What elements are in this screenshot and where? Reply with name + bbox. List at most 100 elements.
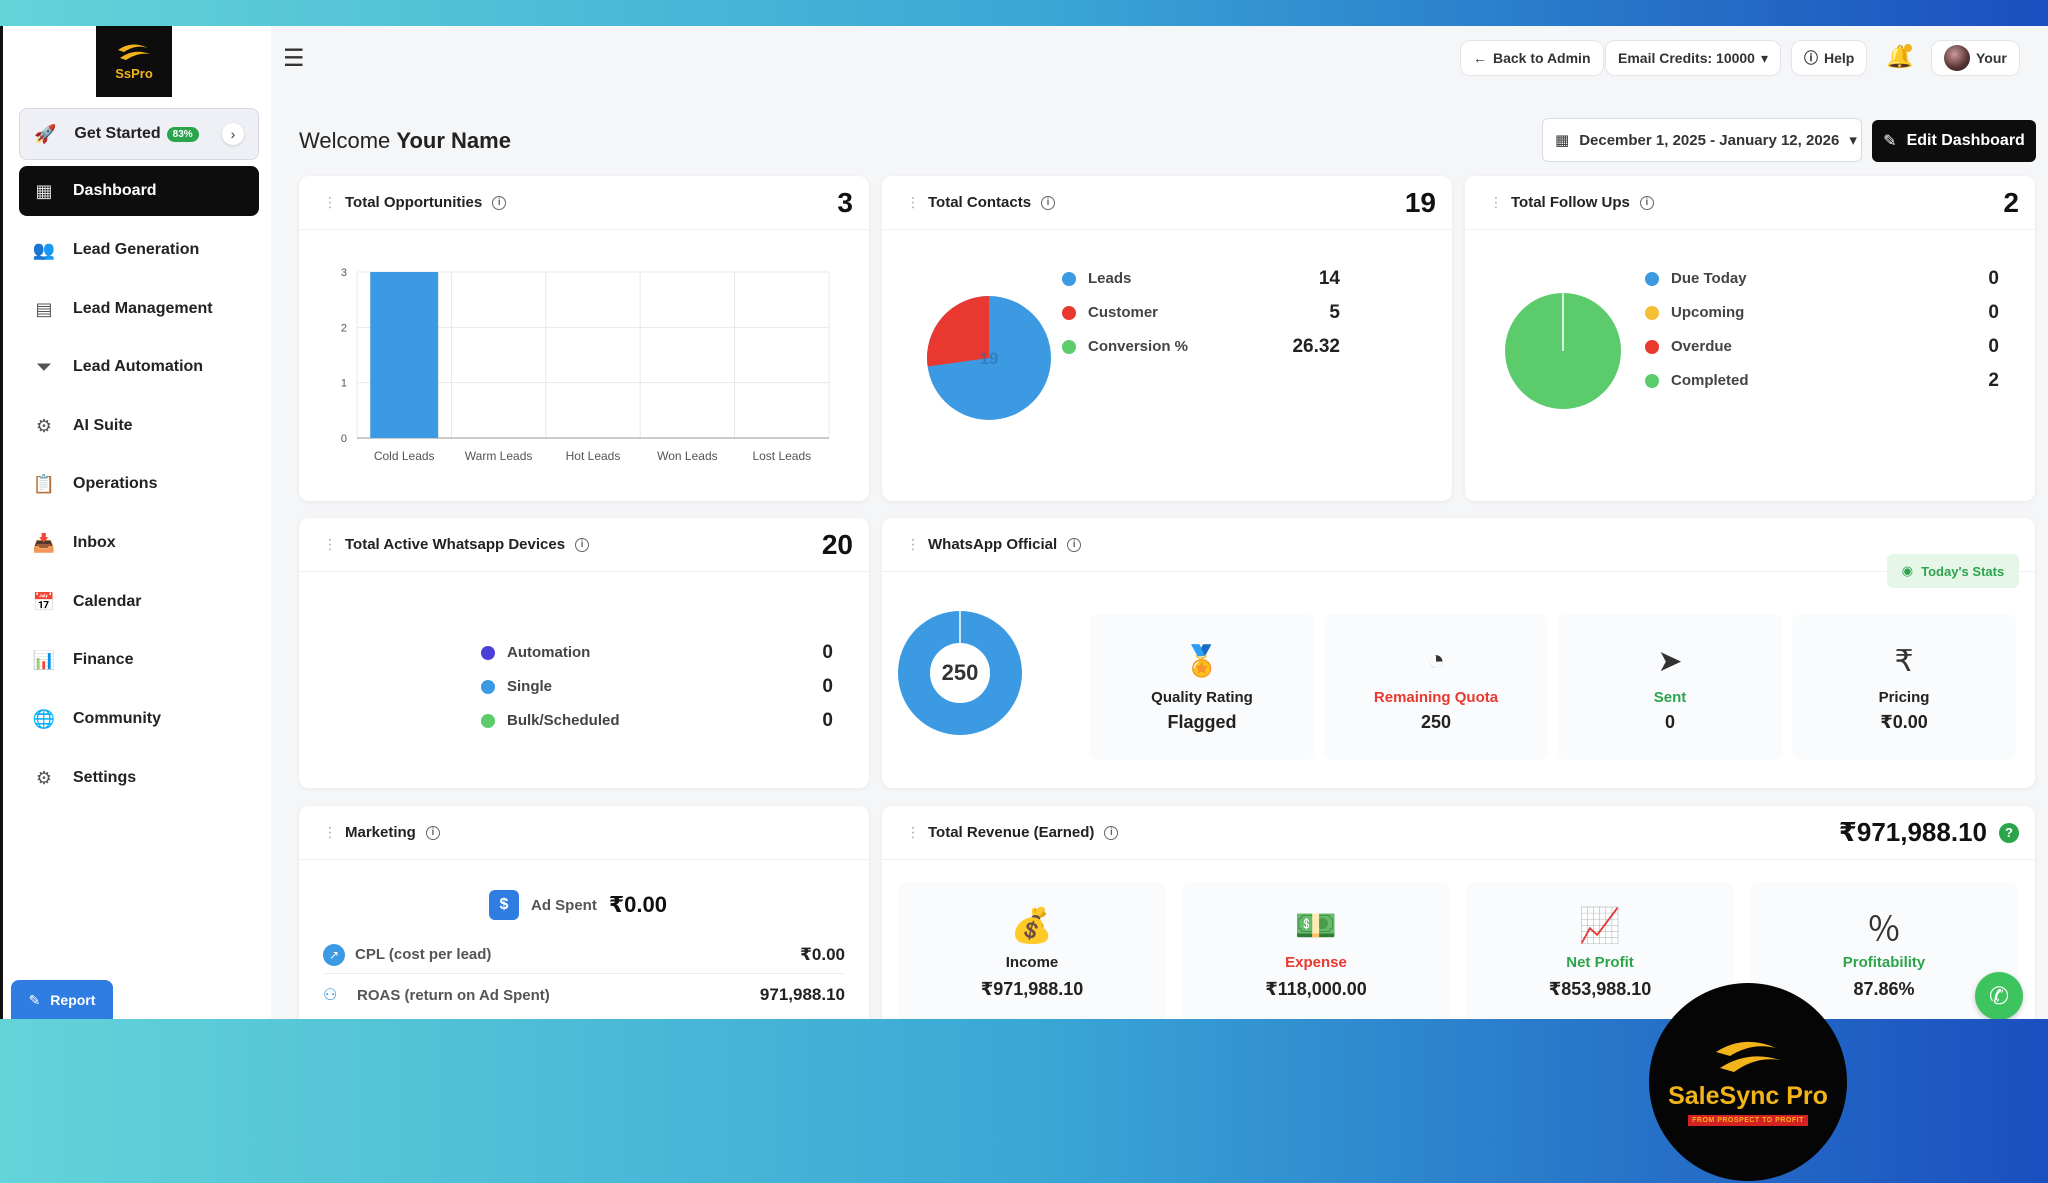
legend-label: Overdue	[1671, 338, 1732, 355]
revenue-total: ₹971,988.10	[1838, 817, 1987, 847]
sidebar-item-inbox[interactable]: 📥 Inbox	[19, 518, 259, 568]
brand-logo: SaleSync Pro FROM PROSPECT TO PROFIT	[1649, 983, 1847, 1181]
legend-label: Customer	[1088, 304, 1159, 321]
stat-label: Profitability	[1842, 954, 1926, 971]
question-icon: ⓘ	[1804, 50, 1818, 66]
sidebar-item-calendar[interactable]: 📅 Calendar	[19, 577, 259, 627]
drag-handle-icon[interactable]: ⋮	[906, 194, 920, 210]
info-icon[interactable]: i	[1104, 825, 1119, 840]
stat-value: ₹118,000.00	[1265, 979, 1367, 999]
opportunities-card: ⋮ Total Opportunities i 3 0 1 2 3 Cold Leads…	[299, 176, 869, 501]
sidebar-item-lead-automation[interactable]: ⏷ Lead Automation	[19, 342, 259, 392]
legend-label: Bulk/Scheduled	[507, 712, 620, 729]
logo-text: SsPro	[115, 66, 153, 81]
cpl-value: ₹0.00	[800, 944, 845, 964]
cpl-label: CPL (cost per lead)	[355, 946, 492, 963]
caret-down-icon: ▾	[1760, 49, 1768, 66]
drag-handle-icon[interactable]: ⋮	[906, 824, 920, 840]
get-started-button[interactable]: 🚀 Get Started 83% ›	[19, 108, 259, 160]
back-to-admin-button[interactable]: ← Back to Admin	[1460, 40, 1604, 76]
legend-dot	[1062, 339, 1076, 354]
inbox-icon: 📥	[32, 532, 56, 553]
help-icon[interactable]: ?	[1999, 822, 2019, 843]
drag-handle-icon[interactable]: ⋮	[323, 536, 337, 552]
stat-label: Income	[1005, 954, 1059, 971]
rocket-icon: 🚀	[34, 123, 57, 144]
info-icon[interactable]: i	[492, 195, 507, 210]
gear-icon: ⚙	[35, 767, 53, 788]
percent-arrow-icon: ％	[1867, 910, 1901, 949]
hamburger-menu-icon[interactable]: ☰	[283, 45, 305, 72]
help-label: Help	[1824, 50, 1855, 66]
user-menu-button[interactable]: Your	[1931, 40, 2020, 76]
legend-dot	[481, 645, 495, 660]
card-title: Marketing	[345, 824, 416, 841]
card-count: 19	[1404, 186, 1436, 218]
award-icon: 🏅	[1183, 644, 1221, 678]
help-button[interactable]: ⓘ Help	[1791, 40, 1868, 76]
sidebar-item-operations[interactable]: 📋 Operations	[19, 459, 259, 509]
edit-dashboard-button[interactable]: ✎ Edit Dashboard	[1872, 120, 2036, 162]
whatsapp-chat-button[interactable]: ✆	[1975, 972, 2023, 1019]
brand-swoosh-icon	[1716, 1041, 1780, 1072]
legend-label: Completed	[1671, 372, 1749, 389]
report-label: Report	[50, 992, 96, 1008]
users-icon: 👥	[32, 239, 56, 260]
get-started-label: Get Started	[74, 125, 161, 142]
app-window: SsPro 🚀 Get Started 83% › ▦ Dashboard 👥 …	[0, 26, 2048, 1019]
app-logo[interactable]: SsPro	[96, 26, 172, 97]
todays-stats-button[interactable]: ◉ Today's Stats	[1887, 554, 2019, 588]
drag-handle-icon[interactable]: ⋮	[323, 194, 337, 210]
legend-value: 0	[822, 676, 833, 697]
sidebar-item-finance[interactable]: 📊 Finance	[19, 635, 259, 685]
info-icon[interactable]: i	[425, 825, 440, 840]
info-icon[interactable]: i	[1041, 195, 1056, 210]
info-icon[interactable]: i	[1639, 195, 1654, 210]
legend-dot	[1062, 271, 1076, 286]
chevron-right-icon[interactable]: ›	[222, 123, 244, 145]
x-tick-label: Cold Leads	[374, 449, 435, 463]
legend-label: Due Today	[1671, 270, 1747, 287]
drag-handle-icon[interactable]: ⋮	[906, 536, 920, 552]
sidebar-item-label: Community	[73, 710, 161, 727]
drag-handle-icon[interactable]: ⋮	[1489, 194, 1503, 210]
marketing-card: ⋮ Marketing i $ Ad Spent ₹0.00 ↗ CPL (co…	[299, 806, 869, 1019]
card-count: 2	[2003, 186, 2019, 218]
sidebar-item-settings[interactable]: ⚙ Settings	[19, 753, 259, 803]
date-range-picker[interactable]: ▦ December 1, 2025 - January 12, 2026 ▾	[1542, 118, 1862, 162]
income-stat: 💰 Income ₹971,988.10	[898, 882, 1166, 1019]
sidebar-item-lead-management[interactable]: ▤ Lead Management	[19, 284, 259, 334]
legend-item: Due Today	[1645, 270, 1747, 287]
legend-item: Single	[481, 678, 552, 695]
dashboard-icon: ▦	[35, 180, 53, 201]
sent-stat: ➤ Sent 0	[1558, 614, 1782, 760]
email-credits-dropdown[interactable]: Email Credits: 10000 ▾	[1605, 40, 1781, 76]
legend-value: 0	[1988, 302, 1999, 323]
sidebar-item-label: Lead Automation	[73, 358, 204, 375]
sidebar-item-ai-suite[interactable]: ⚙ AI Suite	[19, 401, 259, 451]
ad-spent-value: ₹0.00	[608, 892, 667, 917]
brand-tagline: FROM PROSPECT TO PROFIT	[1688, 1115, 1808, 1126]
stat-value: ₹0.00	[1880, 712, 1928, 732]
legend-label: Conversion %	[1088, 338, 1189, 355]
sidebar-item-lead-generation[interactable]: 👥 Lead Generation	[19, 225, 259, 275]
legend-value: 5	[1329, 302, 1340, 323]
sidebar: SsPro 🚀 Get Started 83% › ▦ Dashboard 👥 …	[3, 26, 271, 1019]
info-icon[interactable]: i	[1067, 537, 1082, 552]
sidebar-item-community[interactable]: 🌐 Community	[19, 694, 259, 744]
legend-value: 26.32	[1292, 336, 1340, 357]
drag-handle-icon[interactable]: ⋮	[323, 824, 337, 840]
pie-slice-customer	[927, 296, 989, 367]
sidebar-item-label: Settings	[73, 769, 137, 786]
card-header: ⋮ Total Opportunities i 3	[299, 176, 869, 230]
funnel-icon: ⏷	[36, 356, 52, 377]
logo-swoosh-icon	[118, 44, 150, 60]
roas-icon: ⚇	[323, 987, 338, 1004]
report-button[interactable]: ✎ Report	[11, 980, 113, 1019]
avatar	[1944, 45, 1970, 71]
sidebar-item-label: Lead Generation	[73, 241, 200, 258]
sidebar-item-dashboard[interactable]: ▦ Dashboard	[19, 166, 259, 216]
contact-card-icon: ▤	[35, 298, 53, 319]
info-icon[interactable]: i	[575, 537, 590, 552]
money-bag-icon: 💰	[1010, 907, 1054, 945]
